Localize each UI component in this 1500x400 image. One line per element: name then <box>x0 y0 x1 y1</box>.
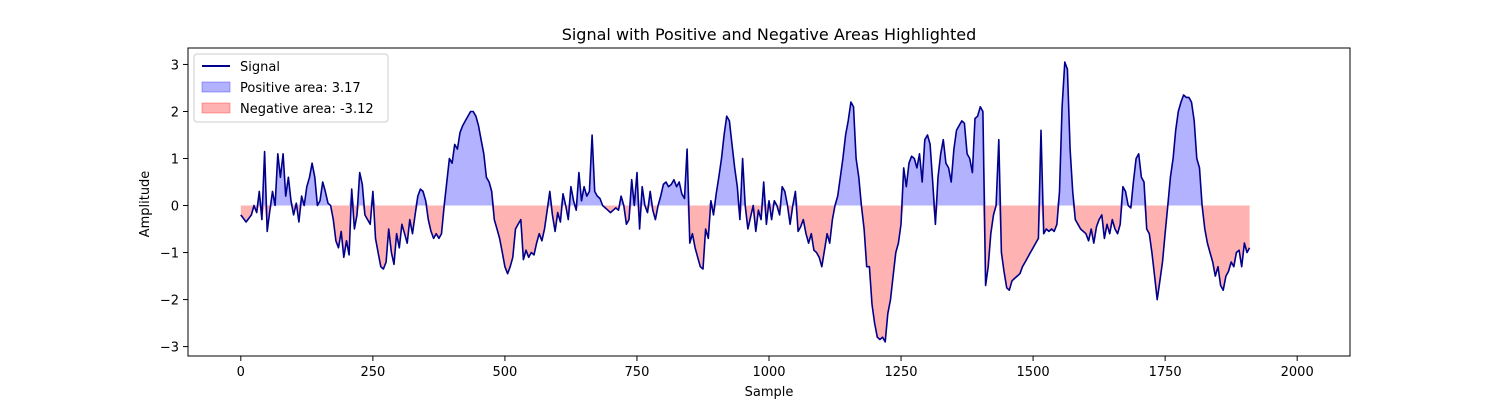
y-tick-label: −2 <box>160 294 179 309</box>
x-tick-label: 1000 <box>752 365 785 380</box>
area-fills <box>240 62 1250 342</box>
legend-negative-label: Negative area: -3.12 <box>240 102 374 117</box>
y-tick-label: 3 <box>171 58 179 73</box>
y-tick-label: −1 <box>160 247 179 262</box>
x-tick-label: 0 <box>237 365 245 380</box>
negative-area-fill <box>240 205 1250 342</box>
legend: Signal Positive area: 3.17 Negative area… <box>193 53 389 123</box>
x-tick-label: 2000 <box>1281 365 1314 380</box>
legend-positive-label: Positive area: 3.17 <box>240 81 361 96</box>
x-axis: 0 250 500 750 1000 1250 1500 1750 2000 <box>237 356 1314 380</box>
x-tick-label: 1750 <box>1149 365 1182 380</box>
legend-signal-label: Signal <box>240 60 280 75</box>
y-tick-label: 2 <box>171 105 179 120</box>
legend-negative-swatch <box>201 102 231 114</box>
positive-area-fill <box>240 62 1250 206</box>
y-tick-label: −3 <box>160 341 179 356</box>
chart-title: Signal with Positive and Negative Areas … <box>562 25 977 44</box>
y-axis-label: Amplitude <box>138 171 153 238</box>
legend-positive-swatch <box>201 81 231 93</box>
x-axis-label: Sample <box>745 385 794 400</box>
y-axis: 3 2 1 0 −1 −2 −3 <box>160 58 188 356</box>
legend-box <box>193 53 389 123</box>
x-tick-label: 1500 <box>1017 365 1050 380</box>
signal-line <box>240 61 1251 343</box>
y-tick-label: 0 <box>171 200 179 215</box>
x-tick-label: 750 <box>625 365 650 380</box>
x-tick-label: 1250 <box>884 365 917 380</box>
x-tick-label: 500 <box>492 365 517 380</box>
signal-line-layer <box>240 61 1251 343</box>
x-tick-label: 250 <box>360 365 385 380</box>
y-tick-label: 1 <box>171 153 179 168</box>
